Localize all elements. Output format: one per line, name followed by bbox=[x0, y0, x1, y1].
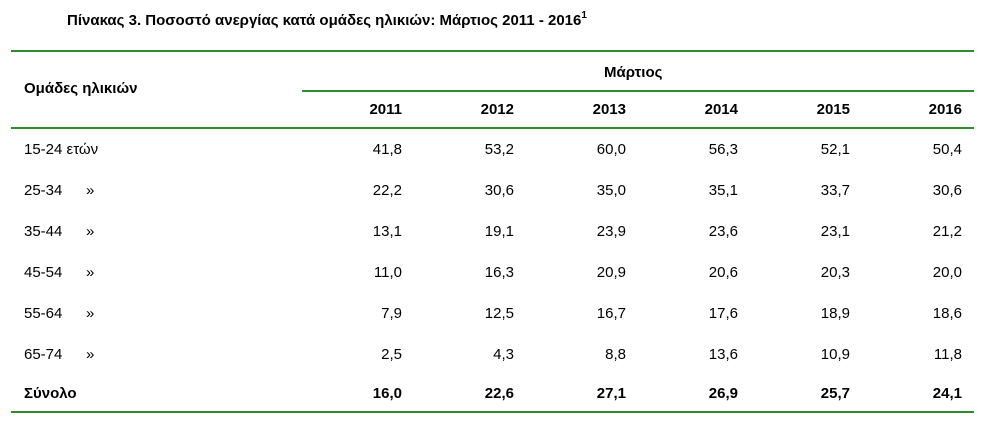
header-rule bbox=[11, 127, 974, 129]
table-cell: 23,1 bbox=[820, 223, 850, 240]
top-rule bbox=[11, 50, 974, 52]
total-cell: 24,1 bbox=[932, 385, 962, 402]
table-cell: 23,6 bbox=[708, 223, 738, 240]
ditto-mark: » bbox=[86, 223, 95, 240]
table-cell: 4,3 bbox=[493, 346, 514, 363]
table-cell: 41,8 bbox=[372, 141, 402, 158]
table-cell: 10,9 bbox=[820, 346, 850, 363]
table-cell: 52,1 bbox=[820, 141, 850, 158]
ditto-mark: » bbox=[86, 305, 95, 322]
table-cell: 2,5 bbox=[381, 346, 402, 363]
title-footnote-marker: 1 bbox=[581, 10, 587, 21]
table-cell: 19,1 bbox=[484, 223, 514, 240]
ditto-mark: » bbox=[86, 264, 95, 281]
table-title: Πίνακας 3. Ποσοστό ανεργίας κατά ομάδες … bbox=[67, 10, 587, 29]
row-label: 65-74 bbox=[24, 346, 63, 363]
year-header-3: 2014 bbox=[704, 101, 738, 118]
table-cell: 35,0 bbox=[596, 182, 626, 199]
table-cell: 35,1 bbox=[708, 182, 738, 199]
age-group-header: Ομάδες ηλικιών bbox=[24, 80, 138, 97]
year-header-2: 2013 bbox=[592, 101, 626, 118]
total-cell: 22,6 bbox=[484, 385, 514, 402]
table-cell: 33,7 bbox=[820, 182, 850, 199]
table-cell: 30,6 bbox=[932, 182, 962, 199]
table-cell: 11,8 bbox=[933, 346, 962, 363]
year-header-4: 2015 bbox=[816, 101, 850, 118]
table-title-text: Πίνακας 3. Ποσοστό ανεργίας κατά ομάδες … bbox=[67, 12, 582, 29]
year-header-0: 2011 bbox=[369, 101, 402, 118]
table-cell: 20,9 bbox=[596, 264, 626, 281]
ditto-mark: » bbox=[86, 182, 95, 199]
year-header-5: 2016 bbox=[928, 101, 962, 118]
ditto-mark: » bbox=[86, 346, 95, 363]
table-cell: 8,8 bbox=[605, 346, 626, 363]
table-cell: 7,9 bbox=[381, 305, 402, 322]
year-header-1: 2012 bbox=[480, 101, 514, 118]
table-cell: 20,3 bbox=[820, 264, 850, 281]
table-cell: 16,3 bbox=[484, 264, 514, 281]
row-label: 15-24 ετών bbox=[24, 141, 99, 158]
table-cell: 11,0 bbox=[373, 264, 402, 281]
table-cell: 56,3 bbox=[708, 141, 738, 158]
bottom-rule bbox=[11, 411, 974, 413]
total-cell: 25,7 bbox=[820, 385, 850, 402]
table-cell: 20,6 bbox=[708, 264, 738, 281]
table-cell: 18,6 bbox=[932, 305, 962, 322]
table-cell: 23,9 bbox=[596, 223, 626, 240]
month-rule bbox=[302, 90, 974, 92]
table-cell: 12,5 bbox=[484, 305, 514, 322]
table-cell: 13,6 bbox=[708, 346, 738, 363]
row-label: 35-44 bbox=[24, 223, 63, 240]
table-cell: 30,6 bbox=[484, 182, 514, 199]
table-cell: 13,1 bbox=[372, 223, 402, 240]
row-label: 55-64 bbox=[24, 305, 63, 322]
table-cell: 21,2 bbox=[932, 223, 962, 240]
total-cell: 27,1 bbox=[596, 385, 626, 402]
table-cell: 22,2 bbox=[372, 182, 402, 199]
total-cell: 16,0 bbox=[372, 385, 402, 402]
table-cell: 60,0 bbox=[596, 141, 626, 158]
table-cell: 16,7 bbox=[596, 305, 626, 322]
total-label: Σύνολο bbox=[24, 385, 77, 402]
table-cell: 53,2 bbox=[484, 141, 514, 158]
table-cell: 18,9 bbox=[820, 305, 850, 322]
table-cell: 50,4 bbox=[932, 141, 962, 158]
row-label: 25-34 bbox=[24, 182, 63, 199]
month-header: Μάρτιος bbox=[604, 64, 663, 81]
table-cell: 17,6 bbox=[708, 305, 738, 322]
row-label: 45-54 bbox=[24, 264, 63, 281]
total-cell: 26,9 bbox=[708, 385, 738, 402]
table-cell: 20,0 bbox=[932, 264, 962, 281]
